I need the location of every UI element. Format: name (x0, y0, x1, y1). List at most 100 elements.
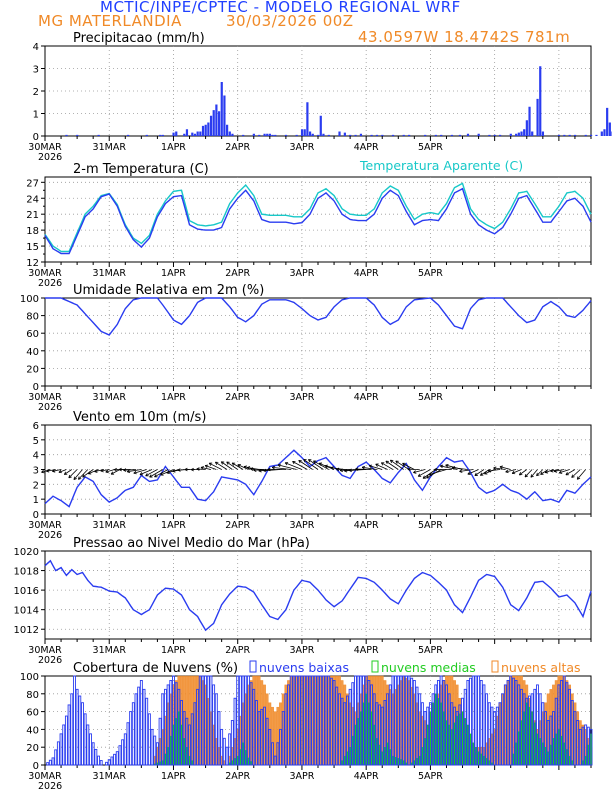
wind-vector-head (308, 459, 311, 463)
cloud-low-bar (297, 675, 301, 766)
temp-frame (44, 176, 592, 263)
cloud-low-bar (174, 682, 178, 766)
wind-vector-head (571, 476, 575, 478)
wind-vector-head (348, 470, 352, 473)
cloud-low-bar (67, 704, 71, 766)
cloud-low-bar (509, 675, 513, 766)
cloud-low-bar (89, 733, 92, 766)
precip-bar (458, 134, 462, 136)
wind-vector-head (250, 467, 254, 470)
rh-ytick-label: 60 (26, 329, 39, 340)
wind-vector (231, 462, 244, 470)
cloud-low-bar (423, 711, 427, 766)
wind-vector (467, 469, 479, 475)
wind-vector-head (271, 467, 275, 470)
cloud-low-bar (329, 677, 333, 766)
temperature-line (44, 187, 592, 255)
cloud-low-bar (340, 697, 344, 766)
temp-ytick-label: 27 (26, 178, 39, 189)
clouds-ytick-label: 100 (20, 672, 39, 683)
cloud-low-bar (498, 702, 502, 766)
wind-vector-head (94, 469, 98, 472)
wind-vector (149, 469, 163, 478)
wind-vector-head (243, 465, 248, 467)
precip-ytick-label: 2 (33, 87, 39, 98)
precip-bar (402, 134, 405, 136)
wind-vector (64, 469, 72, 475)
rh-ytick-label: 40 (26, 347, 39, 358)
precip-bar (201, 125, 205, 136)
cloud-low-bar (482, 684, 486, 766)
cloud-low-bar (466, 680, 470, 766)
precip-bar (126, 134, 130, 136)
wind-vector-head (68, 474, 71, 478)
wind-vector-head (487, 470, 492, 473)
wind-vector (459, 469, 474, 472)
cloud-low-bar (246, 675, 250, 766)
cloud-low-bar (474, 675, 478, 766)
rh-title: Umidade Relativa em 2m (%) (73, 283, 264, 298)
cloud-low-bar (70, 693, 74, 766)
precip-bar (322, 133, 325, 136)
wind-vector-head (200, 467, 204, 470)
wind-title: Vento em 10m (m/s) (73, 410, 206, 425)
cloud-low-bar (91, 742, 95, 766)
wind-vector (536, 469, 544, 477)
cloud-low-bar (378, 704, 382, 766)
precip-bar (274, 134, 277, 136)
precip-bar (268, 133, 272, 136)
cloud-low-bar (252, 688, 256, 766)
press-ytick-label: 1014 (14, 606, 39, 617)
wind-vector (88, 469, 99, 475)
coordinates-label: 43.0597W 18.4742S 781m (358, 28, 571, 46)
cloud-low-bar (268, 728, 272, 766)
temp-xtick-label: 4APR (354, 268, 379, 279)
precip-bar (295, 134, 298, 136)
wind-vector (220, 461, 233, 470)
cloud-low-bar (147, 713, 151, 766)
wind-speed-line (44, 449, 592, 508)
wind-vector-head (474, 472, 477, 476)
cloud-low-bar (380, 706, 384, 766)
cloud-low-bar (222, 737, 226, 766)
wind-vector (68, 469, 78, 479)
cloud-low-bar (503, 684, 507, 766)
cloud-low-bar (209, 675, 213, 766)
precip-bar (258, 134, 261, 136)
precip-bar (499, 134, 502, 136)
cloud-low-bar (506, 680, 510, 766)
wind-vector-head (355, 467, 359, 470)
wind-vector-head (154, 474, 157, 478)
wind-vector-head (445, 463, 449, 466)
precip-title: Precipitacao (mm/h) (73, 31, 205, 46)
cloud-low-bar (316, 675, 320, 766)
wind-vector-head (100, 470, 104, 473)
cloud-low-bar (196, 688, 200, 766)
cloud-low-bar (394, 675, 398, 766)
wind-vector-head (493, 466, 497, 469)
wind-vector-head (550, 468, 554, 472)
cloud-low-bar (295, 675, 299, 766)
cloud-low-bar (578, 728, 582, 766)
wind-vector (524, 469, 533, 478)
wind-vector-head (196, 468, 200, 471)
wind-vector-head (271, 465, 276, 468)
cloud-low-bar (220, 728, 224, 766)
precip-bar (193, 133, 197, 136)
clouds-ytick-label: 20 (26, 743, 39, 754)
precip-bar (354, 134, 357, 136)
wind-vector (381, 462, 394, 470)
precip-bar (215, 104, 218, 136)
clouds-ytick-label: 0 (33, 761, 39, 772)
cloud-low-bar (514, 680, 518, 766)
wind-vector-head (413, 472, 417, 474)
cloud-low-bar (455, 711, 459, 766)
cloud-low-bar (356, 675, 360, 766)
wind-vector-head (123, 468, 127, 471)
wind-vector-head (336, 469, 340, 472)
wind-vector-head (303, 459, 306, 463)
precip-bar (306, 102, 309, 136)
wind-xtick-label: 31MAR (93, 520, 127, 531)
press-xtick-label: 2APR (225, 645, 250, 656)
wind-ytick-label: 0 (33, 510, 39, 521)
